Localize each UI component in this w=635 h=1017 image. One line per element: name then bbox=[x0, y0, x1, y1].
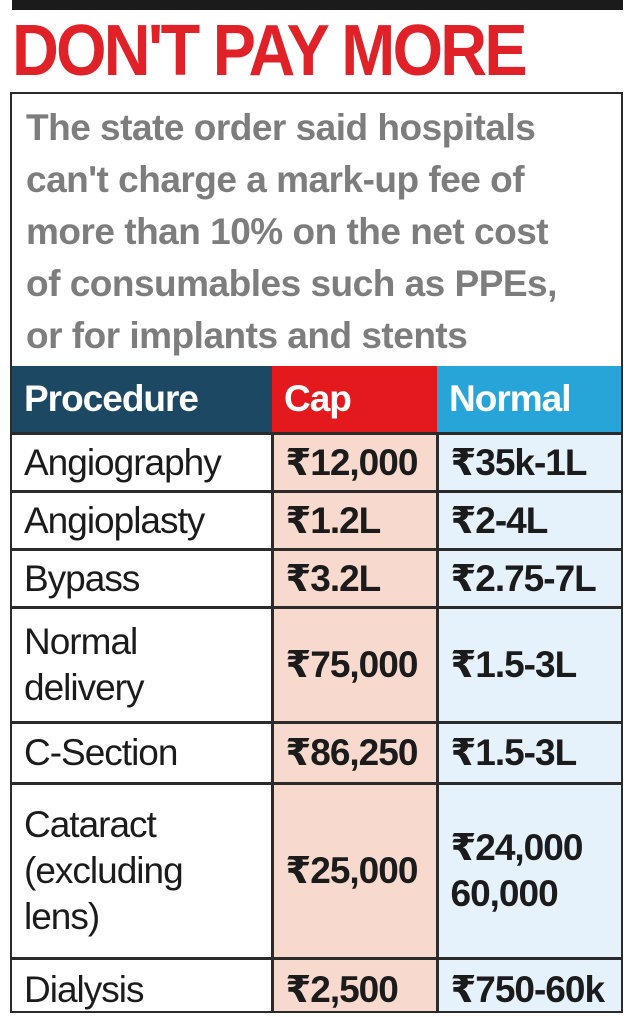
procedure-name: C-Section bbox=[24, 732, 178, 773]
procedure-name-line: Cataract bbox=[24, 804, 157, 845]
normal-cell: ₹35k-1L bbox=[435, 432, 621, 492]
procedure-name: Dialysis bbox=[24, 968, 144, 1010]
procedure-name: Angiography bbox=[24, 441, 222, 483]
header-procedure: Procedure bbox=[12, 366, 272, 434]
normal-range-line: ₹24,000 bbox=[450, 827, 584, 868]
cap-cell: ₹12,000 bbox=[270, 432, 437, 492]
intro-line: can't charge a mark-up fee of bbox=[26, 159, 525, 200]
table-row-dialysis: Dialysis ₹2,500 ₹750-60k bbox=[12, 957, 621, 1011]
table-row-angiography: Angiography ₹12,000 ₹35k-1L bbox=[12, 432, 621, 492]
normal-cell: ₹750-60k bbox=[435, 957, 621, 1011]
procedure-name-line: Normal bbox=[24, 621, 138, 662]
procedure-name: Bypass bbox=[24, 557, 140, 599]
header-normal: Normal bbox=[437, 366, 621, 434]
procedure-cell: Normal delivery bbox=[12, 606, 272, 723]
procedure-name-line: lens) bbox=[24, 896, 100, 937]
normal-cell: ₹24,000 60,000 bbox=[435, 782, 621, 959]
normal-cell: ₹1.5-3L bbox=[435, 606, 621, 723]
intro-line: of consumables such as PPEs, bbox=[26, 263, 557, 304]
table-row-cataract: Cataract (excluding lens) ₹25,000 ₹24,00… bbox=[12, 782, 621, 959]
procedure-name-line: delivery bbox=[24, 667, 144, 708]
cap-cell: ₹3.2L bbox=[270, 548, 437, 608]
procedure-cell: C-Section bbox=[12, 721, 272, 784]
table-row-angioplasty: Angioplasty ₹1.2L ₹2-4L bbox=[12, 490, 621, 550]
cap-cell: ₹2,500 bbox=[270, 957, 437, 1011]
normal-cell: ₹1.5-3L bbox=[435, 721, 621, 784]
header-cap: Cap bbox=[272, 366, 437, 434]
fee-cap-table: Procedure Cap Normal Angiography ₹12,000… bbox=[12, 366, 621, 1011]
headline: DON'T PAY MORE bbox=[12, 11, 528, 91]
procedure-name: Angioplasty bbox=[24, 499, 205, 541]
normal-cell: ₹2-4L bbox=[435, 490, 621, 550]
fee-cap-panel: The state order said hospitals can't cha… bbox=[10, 92, 623, 1013]
procedure-cell: Bypass bbox=[12, 548, 272, 608]
normal-cell: ₹2.75-7L bbox=[435, 548, 621, 608]
table-row-bypass: Bypass ₹3.2L ₹2.75-7L bbox=[12, 548, 621, 608]
procedure-cell: Angiography bbox=[12, 432, 272, 492]
intro-line: The state order said hospitals bbox=[26, 107, 536, 148]
table-row-normal-delivery: Normal delivery ₹75,000 ₹1.5-3L bbox=[12, 606, 621, 723]
procedure-cell: Dialysis bbox=[12, 957, 272, 1011]
procedure-name-line: (excluding bbox=[24, 850, 184, 891]
normal-range-line: 60,000 bbox=[450, 873, 559, 914]
table-header-row: Procedure Cap Normal bbox=[12, 366, 621, 434]
cap-cell: ₹1.2L bbox=[270, 490, 437, 550]
table-row-c-section: C-Section ₹86,250 ₹1.5-3L bbox=[12, 721, 621, 784]
cap-cell: ₹25,000 bbox=[270, 782, 437, 959]
cap-cell: ₹75,000 bbox=[270, 606, 437, 723]
procedure-cell: Angioplasty bbox=[12, 490, 272, 550]
procedure-cell: Cataract (excluding lens) bbox=[12, 782, 272, 959]
cap-cell: ₹86,250 bbox=[270, 721, 437, 784]
intro-line: more than 10% on the net cost bbox=[26, 211, 549, 252]
top-black-bar bbox=[12, 0, 623, 10]
intro-line: or for implants and stents bbox=[26, 315, 468, 356]
intro-text: The state order said hospitals can't cha… bbox=[26, 102, 611, 362]
